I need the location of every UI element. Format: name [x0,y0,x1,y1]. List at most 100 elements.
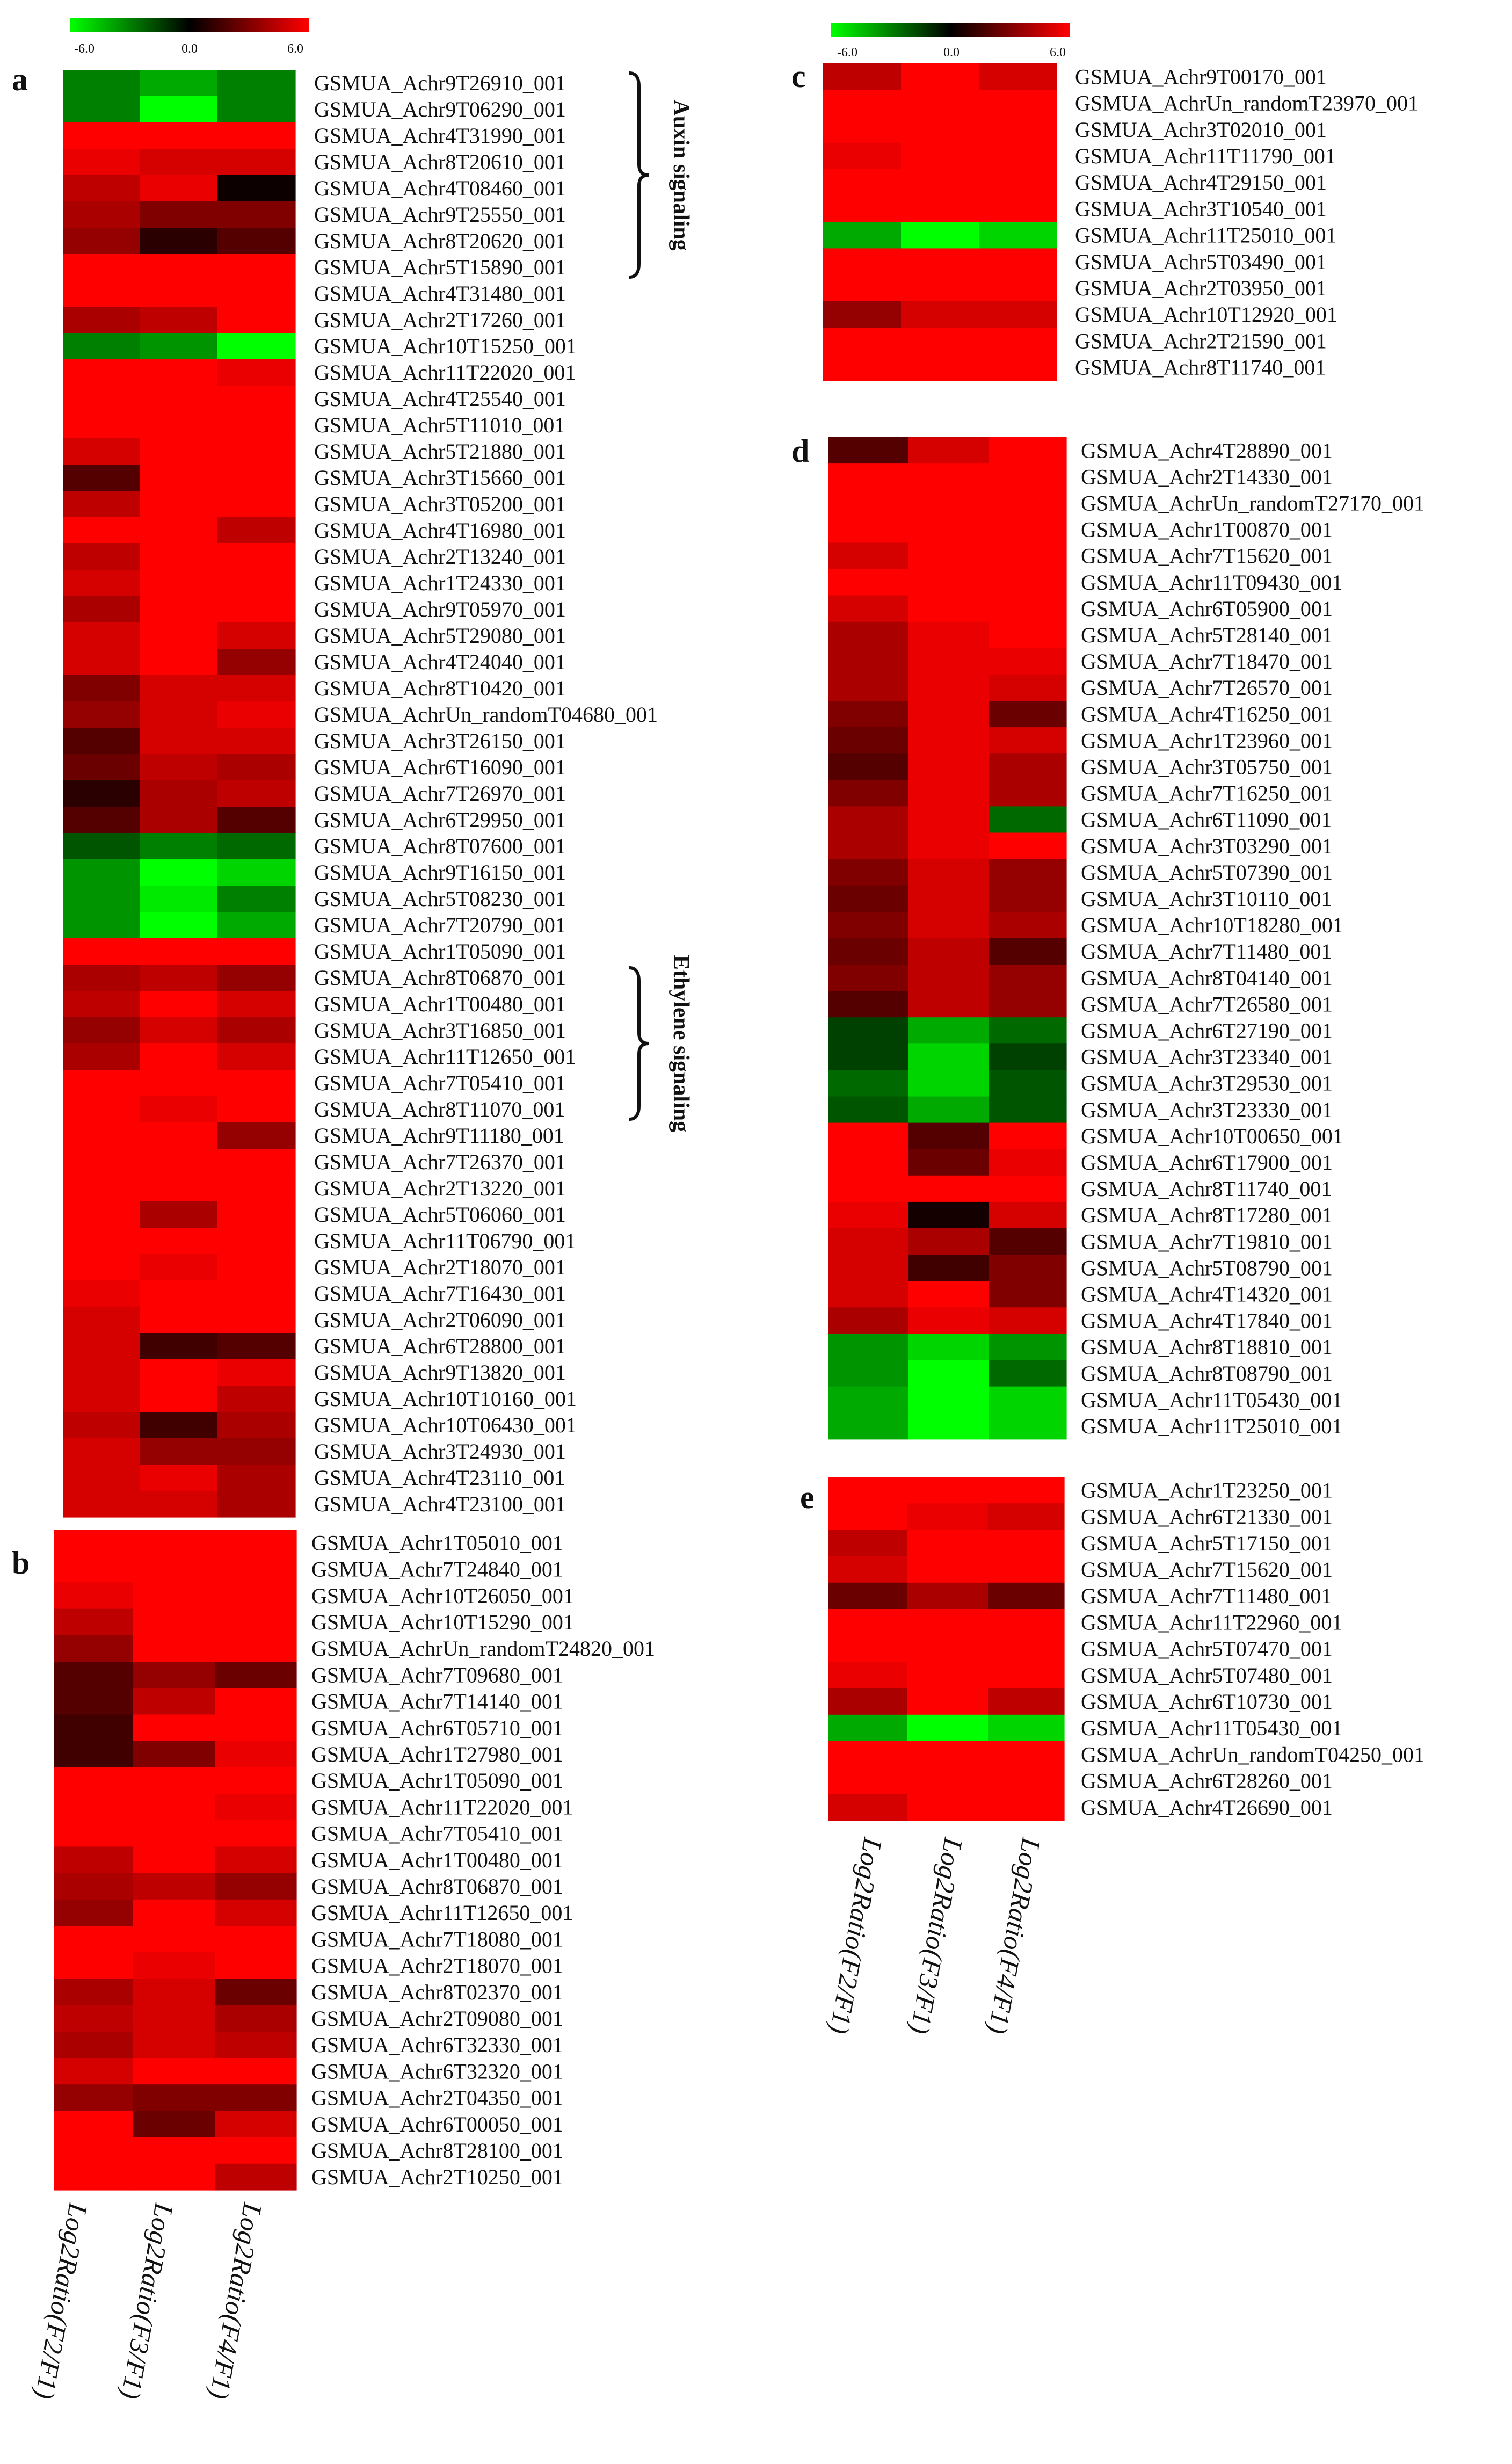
heatmap-cell [828,1688,908,1715]
heatmap-cell [217,70,296,97]
gene-label: GSMUA_Achr3T16850_001 [314,1018,566,1042]
heatmap-cell [133,1952,215,1979]
heatmap-cell [133,1714,215,1742]
heatmap-cell [140,1438,217,1465]
gene-label: GSMUA_Achr6T28260_001 [1081,1769,1333,1793]
heatmap-cell [217,780,296,807]
gene-label: GSMUA_Achr1T23250_001 [1081,1478,1333,1502]
heatmap-cell [215,2031,297,2059]
heatmap-cell [217,543,296,570]
heatmap-cell [907,1556,988,1583]
gene-label: GSMUA_Achr6T05710_001 [311,1716,563,1740]
heatmap-cell [907,1688,988,1715]
gene-label: GSMUA_Achr4T31990_001 [314,124,566,148]
gene-label: GSMUA_AchrUn_randomT24820_001 [311,1636,655,1661]
heatmap-cell [828,1017,909,1044]
heatmap-cell [63,1149,141,1176]
gene-label: GSMUA_Achr3T24930_001 [314,1439,566,1463]
heatmap-cell [63,1043,141,1070]
heatmap-cell [908,885,990,912]
heatmap-cell [989,1307,1067,1334]
heatmap-cell [217,675,296,702]
heatmap-cell [988,1477,1065,1504]
heatmap-cell [133,2111,215,2138]
heatmap-cell [215,2111,297,2138]
gene-label: GSMUA_Achr11T12650_001 [311,1901,573,1925]
heatmap-cell [823,63,902,90]
heatmap-cell [908,516,990,543]
gene-label: GSMUA_Achr7T18470_001 [1081,649,1333,673]
gene-label: GSMUA_Achr7T05410_001 [311,1822,563,1846]
gene-label: GSMUA_Achr7T11480_001 [1081,1584,1332,1608]
heatmap-cell [989,1412,1067,1440]
gene-label: GSMUA_AchrUn_randomT04250_001 [1081,1742,1424,1766]
heatmap-cell [217,175,296,202]
gene-label: GSMUA_Achr9T26910_001 [314,71,566,95]
gene-label: GSMUA_Achr4T08460_001 [314,176,566,200]
heatmap-cell [217,701,296,728]
heatmap-cell [828,1281,909,1308]
gene-label: GSMUA_Achr8T06870_001 [311,1874,563,1898]
heatmap-cell [63,1175,141,1202]
heatmap-cell [988,1635,1065,1662]
heatmap-cell [989,859,1067,886]
color-scale-legend-left: -6.0 0.0 6.0 [70,18,309,56]
heatmap-cell [215,1899,297,1926]
heatmap-cell [133,1794,215,1821]
heatmap-cell [217,570,296,597]
heatmap-cell [133,2005,215,2032]
heatmap-cell [133,1530,215,1556]
gene-label: GSMUA_Achr5T07480_001 [1081,1663,1333,1687]
heatmap-cell [908,701,990,728]
gene-label: GSMUA_Achr5T29080_001 [314,624,566,648]
gene-label: GSMUA_Achr4T23110_001 [314,1466,565,1490]
heatmap-cell [989,1334,1067,1361]
heatmap-cell [908,542,990,570]
heatmap-cell [988,1503,1065,1530]
heatmap-cell [979,169,1057,196]
heatmap-cell [828,1662,908,1689]
gene-label: GSMUA_Achr3T10540_001 [1075,197,1327,221]
heatmap-cell [217,228,296,255]
gene-label: GSMUA_Achr2T06090_001 [314,1308,566,1332]
column-label: Log2Ratio(F2/F1) [824,1835,888,2037]
scale-max-label: 6.0 [287,42,303,56]
heatmap-cell [217,386,296,412]
heatmap-cell [979,248,1057,276]
gene-label: GSMUA_Achr2T03950_001 [1075,276,1327,300]
heatmap-cell [217,754,296,781]
heatmap-cell [828,542,909,570]
heatmap-cell [133,2031,215,2059]
heatmap-panel-e: GSMUA_Achr1T23250_001 GSMUA_Achr6T21330_0… [828,1477,1424,1821]
heatmap-cell [908,1386,990,1414]
heatmap-cell [217,938,296,965]
heatmap-panel-a: GSMUA_Achr9T26910_001GSMUA_Achr9T06290_0… [63,70,693,1518]
gene-label: GSMUA_Achr7T16250_001 [1081,781,1333,806]
heatmap-cell [63,754,141,781]
heatmap-cell [140,1122,217,1149]
heatmap-cell [63,1096,141,1123]
heatmap-cell [140,754,217,781]
heatmap-cell [828,753,909,780]
heatmap-cell [979,90,1057,117]
heatmap-cell [140,412,217,439]
heatmap-cell [217,1307,296,1334]
heatmap-cell [215,2084,297,2111]
heatmap-cell [828,727,909,754]
color-scale-bar [831,23,1070,37]
heatmap-cell [140,1280,217,1307]
heatmap-cell [901,222,979,249]
gene-label: GSMUA_Achr3T10110_001 [1081,887,1332,911]
heatmap-cell [140,1096,217,1123]
gene-label: GSMUA_Achr11T05430_001 [1081,1388,1342,1412]
heatmap-cell [979,195,1057,222]
heatmap-cell [140,1412,217,1439]
heatmap-cell [133,2163,215,2191]
heatmap-cell [823,354,902,381]
heatmap-cell [217,122,296,149]
gene-label: GSMUA_Achr8T06870_001 [314,966,566,990]
gene-label: GSMUA_Achr3T29530_001 [1081,1071,1333,1096]
gene-label: GSMUA_Achr5T06060_001 [314,1202,566,1227]
heatmap-cell [54,2031,134,2059]
heatmap-cell [907,1530,988,1557]
